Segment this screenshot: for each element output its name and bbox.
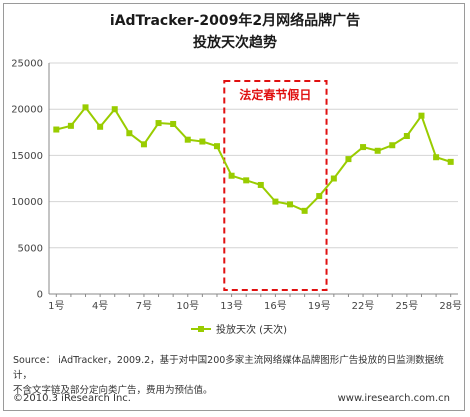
data-point — [199, 138, 206, 145]
x-tick-label: 4号 — [92, 300, 108, 312]
data-point — [447, 158, 454, 165]
data-point — [272, 198, 279, 205]
holiday-label: 法定春节假日 — [239, 87, 311, 102]
source-line-2: 不含文字链及部分定向类广告，费用为预估值。 — [13, 385, 213, 396]
x-axis: 1号 4号 7号 10号 13号 16号 19号 22号 25号 28号 — [48, 294, 462, 312]
data-point — [97, 123, 104, 130]
x-tick-label: 7号 — [136, 300, 152, 312]
website-link[interactable]: www.iresearch.com.cn — [337, 393, 450, 404]
x-tick-label: 28号 — [439, 300, 462, 312]
chart-frame: iAdTracker-2009年2月网络品牌广告 投放天次趋势 0 5000 100… — [3, 3, 465, 411]
legend-marker — [198, 326, 204, 332]
data-point — [213, 143, 220, 150]
data-point — [418, 112, 425, 119]
data-point — [345, 156, 352, 163]
data-point — [257, 181, 264, 188]
y-tick-label: 0 — [37, 290, 43, 301]
holiday-box — [223, 80, 328, 291]
data-point — [184, 136, 191, 143]
gridlines — [49, 62, 458, 295]
data-point — [403, 132, 410, 139]
y-tick-label: 5000 — [18, 243, 43, 254]
data-point — [243, 177, 250, 184]
y-tick-label: 10000 — [11, 197, 43, 208]
data-point — [67, 122, 74, 129]
data-point — [170, 120, 177, 127]
line-chart: 0 5000 10000 15000 20000 25000 1号 4号 7号 10号 13号 16… — [11, 59, 462, 337]
x-tick-label: 10号 — [176, 300, 199, 312]
data-point — [126, 130, 133, 137]
copyright: ©2010.3 iResearch Inc. — [13, 393, 131, 404]
chart-subtitle: 投放天次趋势 — [193, 35, 277, 51]
data-point — [374, 147, 381, 154]
series-line — [56, 105, 451, 213]
data-point — [140, 141, 147, 148]
data-point — [360, 144, 367, 151]
data-point — [433, 154, 440, 161]
data-point — [82, 104, 89, 111]
legend-label: 投放天次 (天次) — [216, 323, 287, 336]
x-tick-label: 22号 — [352, 300, 375, 312]
source-line-1: Source： iAdTracker，2009.2，基于对中国200多家主流网络… — [13, 355, 444, 381]
x-tick-label: 25号 — [396, 300, 419, 312]
y-tick-label: 25000 — [11, 59, 43, 70]
data-point — [389, 142, 396, 149]
source-note: Source： iAdTracker，2009.2，基于对中国200多家主流网络… — [13, 353, 459, 398]
series-group — [53, 104, 454, 214]
data-point — [330, 175, 337, 182]
legend: 投放天次 (天次) — [191, 323, 287, 336]
data-point — [155, 120, 162, 127]
chart-title: iAdTracker-2009年2月网络品牌广告 — [109, 13, 361, 29]
x-tick-label: 16号 — [264, 300, 287, 312]
x-tick-label: 19号 — [308, 300, 331, 312]
data-point — [111, 106, 118, 113]
data-point — [53, 126, 60, 133]
y-axis: 0 5000 10000 15000 20000 25000 — [11, 59, 50, 301]
holiday-box-group: 法定春节假日 — [223, 80, 328, 291]
y-tick-label: 15000 — [11, 151, 43, 162]
y-tick-label: 20000 — [11, 105, 43, 116]
data-point — [228, 172, 235, 179]
x-tick-label: 13号 — [220, 300, 243, 312]
data-point — [287, 201, 294, 208]
data-point — [316, 193, 323, 200]
x-tick-label: 1号 — [48, 300, 64, 312]
data-point — [301, 207, 308, 214]
